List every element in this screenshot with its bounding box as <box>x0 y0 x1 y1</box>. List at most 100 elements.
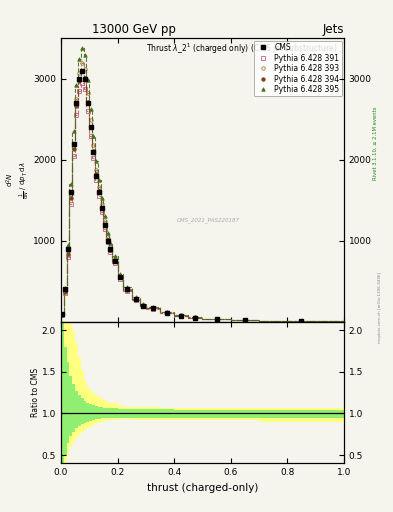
Pythia 6.428 393 <box>118 273 123 279</box>
Pythia 6.428 393 <box>105 234 110 241</box>
Pythia 6.428 394 <box>112 259 117 265</box>
Pythia 6.428 393 <box>99 201 104 207</box>
Pythia 6.428 395 <box>165 309 169 315</box>
Pythia 6.428 394 <box>179 312 184 318</box>
Pythia 6.428 393 <box>71 141 76 147</box>
Pythia 6.428 391 <box>99 209 104 216</box>
Pythia 6.428 394 <box>85 98 90 104</box>
Pythia 6.428 395 <box>63 285 68 291</box>
Pythia 6.428 395 <box>68 181 73 187</box>
CMS <box>105 238 110 244</box>
CMS <box>214 316 219 322</box>
Line: Pythia 6.428 391: Pythia 6.428 391 <box>61 81 303 323</box>
CMS <box>85 100 90 106</box>
Pythia 6.428 395 <box>88 106 93 112</box>
Pythia 6.428 394 <box>77 78 82 84</box>
CMS <box>99 205 104 211</box>
Pythia 6.428 393 <box>165 309 169 315</box>
CMS <box>94 173 99 179</box>
Pythia 6.428 394 <box>165 310 169 316</box>
Pythia 6.428 394 <box>60 312 65 318</box>
Pythia 6.428 391 <box>105 239 110 245</box>
Pythia 6.428 395 <box>80 45 84 51</box>
Pythia 6.428 395 <box>74 82 79 89</box>
Pythia 6.428 391 <box>97 193 101 199</box>
Pythia 6.428 391 <box>60 312 65 318</box>
Pythia 6.428 395 <box>94 158 99 164</box>
Pythia 6.428 393 <box>80 59 84 66</box>
Pythia 6.428 395 <box>118 270 123 276</box>
Pythia 6.428 391 <box>77 88 82 94</box>
Text: Jets: Jets <box>322 23 344 36</box>
Pythia 6.428 391 <box>91 155 96 161</box>
Pythia 6.428 393 <box>125 286 130 292</box>
Line: Pythia 6.428 395: Pythia 6.428 395 <box>61 47 303 323</box>
Pythia 6.428 395 <box>141 301 145 307</box>
CMS <box>242 317 247 323</box>
CMS <box>74 100 79 106</box>
Pythia 6.428 391 <box>94 177 99 183</box>
CMS <box>134 296 138 302</box>
Pythia 6.428 391 <box>299 318 304 324</box>
Pythia 6.428 394 <box>91 148 96 154</box>
Pythia 6.428 393 <box>179 312 184 318</box>
Pythia 6.428 393 <box>299 318 304 324</box>
Pythia 6.428 395 <box>99 195 104 201</box>
Pythia 6.428 391 <box>151 306 155 312</box>
Pythia 6.428 391 <box>66 254 70 260</box>
CMS <box>141 303 145 309</box>
Pythia 6.428 394 <box>88 124 93 131</box>
Pythia 6.428 395 <box>112 253 117 259</box>
Pythia 6.428 393 <box>134 295 138 302</box>
Pythia 6.428 394 <box>214 316 219 322</box>
Text: Rivet 3.1.10, ≥ 2.1M events: Rivet 3.1.10, ≥ 2.1M events <box>373 106 378 180</box>
Pythia 6.428 395 <box>179 312 184 318</box>
CMS <box>63 286 68 292</box>
CMS <box>91 148 96 155</box>
Pythia 6.428 395 <box>85 77 90 83</box>
CMS <box>165 310 169 316</box>
Pythia 6.428 393 <box>74 96 79 102</box>
CMS <box>125 286 130 292</box>
CMS <box>108 246 113 252</box>
Pythia 6.428 393 <box>214 316 219 322</box>
Pythia 6.428 391 <box>103 226 107 232</box>
CMS <box>60 311 65 317</box>
Text: Thrust $\lambda$_2$^1$ (charged only) (CMS jet substructure): Thrust $\lambda$_2$^1$ (charged only) (C… <box>146 41 337 56</box>
Pythia 6.428 393 <box>193 314 198 321</box>
Pythia 6.428 394 <box>68 195 73 201</box>
CMS <box>112 258 117 264</box>
Pythia 6.428 391 <box>141 303 145 309</box>
Pythia 6.428 393 <box>77 70 82 76</box>
Y-axis label: Ratio to CMS: Ratio to CMS <box>31 368 40 417</box>
Pythia 6.428 391 <box>118 276 123 282</box>
CMS <box>88 124 93 131</box>
Pythia 6.428 393 <box>68 191 73 197</box>
Text: mcplots.cern.ch [arXiv:1306.3436]: mcplots.cern.ch [arXiv:1306.3436] <box>378 272 382 343</box>
Pythia 6.428 395 <box>71 129 76 135</box>
Pythia 6.428 394 <box>74 103 79 110</box>
Pythia 6.428 395 <box>125 284 130 290</box>
X-axis label: thrust (charged-only): thrust (charged-only) <box>147 483 258 493</box>
Pythia 6.428 391 <box>80 80 84 86</box>
CMS <box>179 312 184 318</box>
Pythia 6.428 394 <box>299 318 304 324</box>
CMS <box>83 76 87 82</box>
Pythia 6.428 393 <box>108 244 113 250</box>
Pythia 6.428 395 <box>83 52 87 58</box>
Pythia 6.428 394 <box>66 251 70 257</box>
Pythia 6.428 393 <box>242 317 247 323</box>
Text: 13000 GeV pp: 13000 GeV pp <box>92 23 176 36</box>
Pythia 6.428 395 <box>151 304 155 310</box>
Pythia 6.428 394 <box>141 303 145 309</box>
Pythia 6.428 395 <box>242 317 247 323</box>
Pythia 6.428 391 <box>134 297 138 303</box>
Pythia 6.428 394 <box>134 296 138 302</box>
Pythia 6.428 393 <box>83 66 87 72</box>
Pythia 6.428 395 <box>77 56 82 62</box>
Pythia 6.428 393 <box>103 218 107 224</box>
Pythia 6.428 394 <box>94 172 99 178</box>
Pythia 6.428 393 <box>151 305 155 311</box>
Pythia 6.428 391 <box>71 153 76 159</box>
Pythia 6.428 391 <box>74 112 79 118</box>
